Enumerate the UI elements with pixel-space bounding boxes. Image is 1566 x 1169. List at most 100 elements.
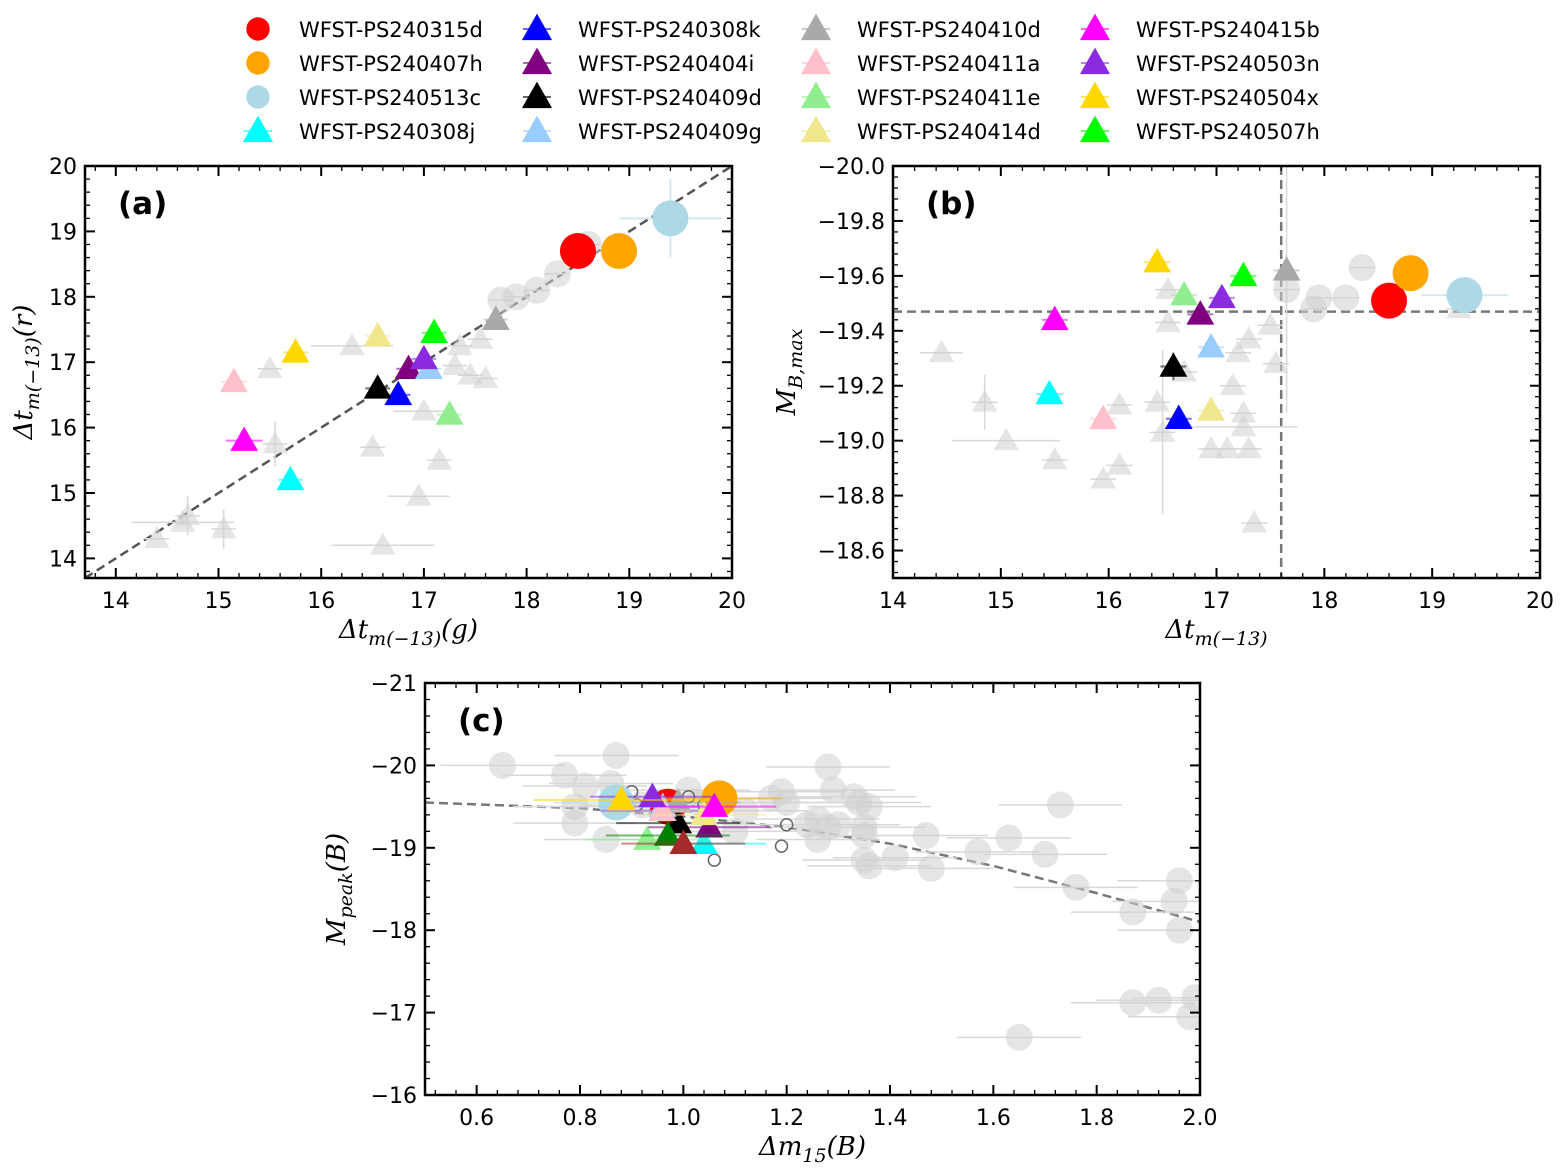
label-subscript: m(−13): [22, 337, 44, 410]
background-marker: [1005, 1023, 1033, 1051]
background-marker: [1214, 435, 1241, 459]
legend-marker: [242, 115, 274, 143]
background-point: [1257, 312, 1284, 335]
point-marker: [1207, 283, 1236, 309]
highlighted-point: [1186, 300, 1215, 325]
legend-marker: [1079, 13, 1111, 41]
y-axis-label: MB,max​: [772, 328, 807, 416]
x-tick-label: 15: [205, 589, 233, 614]
background-marker: [489, 751, 516, 779]
point-marker: [409, 344, 438, 370]
highlighted-point: [1040, 305, 1069, 331]
background-point: [1219, 372, 1246, 396]
point-marker: [1371, 282, 1408, 319]
y-tick-label: 17: [49, 351, 77, 376]
background-marker: [1305, 284, 1333, 312]
point-marker: [559, 233, 596, 270]
background-point: [766, 753, 890, 781]
background-marker: [370, 532, 396, 555]
label-part: (B): [322, 833, 352, 872]
x-tick-label: 15: [987, 589, 1015, 614]
background-point: [144, 525, 170, 549]
background-point: [1090, 466, 1117, 489]
label-subscript: m(−13): [368, 628, 441, 650]
background-point: [1214, 435, 1241, 459]
background-marker: [257, 355, 283, 379]
legend-label: WFST-PS240414d: [857, 120, 1041, 144]
background-point: [1070, 989, 1195, 1017]
x-tick-label: 1.6: [976, 1106, 1011, 1131]
panel-tag: (a): [118, 186, 167, 222]
legend-entry: WFST-PS240507h: [1079, 115, 1320, 144]
background-marker: [1155, 276, 1181, 300]
background-point: [919, 339, 964, 363]
highlighted-point: [1197, 333, 1226, 358]
background-point: [998, 791, 1123, 819]
background-point: [1041, 446, 1068, 470]
open-circle-point: [707, 853, 722, 867]
highlighted-point: [225, 426, 263, 451]
point-marker: [384, 380, 413, 406]
background-point: [946, 824, 1071, 852]
background-point: [1117, 916, 1200, 944]
x-tick-label: 16: [307, 589, 335, 614]
background-point: [983, 840, 1107, 868]
legend-label: WFST-PS240411e: [857, 86, 1040, 110]
point-marker: [1446, 277, 1483, 314]
point-marker: [1197, 396, 1226, 421]
background-marker: [1348, 254, 1376, 282]
y-tick-label: −16: [371, 1084, 417, 1109]
background-marker: [1332, 284, 1360, 312]
point-marker: [1392, 255, 1429, 292]
y-tick-label: −19.8: [818, 210, 885, 235]
y-tick-label: 18: [49, 286, 77, 311]
legend-entry: WFST-PS240414d: [800, 115, 1041, 144]
legend-marker: [800, 115, 832, 143]
highlighted-point: [601, 233, 638, 270]
legend-marker: [246, 17, 270, 41]
background-marker: [339, 332, 365, 356]
legend-marker: [1079, 115, 1111, 143]
background-marker: [472, 365, 499, 388]
legend-marker: [800, 13, 832, 41]
x-axis-label: Δtm(−13)​: [1164, 615, 1267, 650]
point-marker: [1035, 379, 1064, 405]
background-marker: [1031, 840, 1059, 868]
x-tick-label: 1.0: [666, 1106, 701, 1131]
panel-tag: (b): [926, 186, 977, 222]
background-marker: [731, 797, 759, 825]
background-point: [1348, 254, 1376, 282]
legend-label: WFST-PS240504x: [1136, 86, 1319, 110]
background-point: [502, 283, 530, 311]
point-marker: [276, 465, 305, 491]
background-marker: [467, 326, 494, 349]
background-marker: [1106, 452, 1133, 475]
x-tick-label: 19: [615, 589, 643, 614]
legend-entry: WFST-PS240415b: [1079, 13, 1320, 42]
background-point: [1155, 309, 1181, 332]
background-point: [447, 332, 473, 356]
y-tick-label: −19: [371, 837, 417, 862]
background-marker: [1219, 372, 1246, 396]
background-point: [426, 447, 453, 470]
highlighted-point: [363, 321, 392, 347]
highlighted-point: [1229, 261, 1258, 287]
legend-label: WFST-PS240415b: [1136, 18, 1320, 42]
panel-a: 14 15 16 17 18 19 20 14 15 16 17 18 19 20 (a) Δtm(−13)​…: [9, 155, 746, 650]
axes-frame: [83, 164, 734, 580]
y-tick-label: −19.4: [818, 320, 885, 345]
point-marker: [653, 821, 682, 846]
legend-label: WFST-PS240315d: [299, 18, 483, 42]
background-point: [467, 326, 494, 349]
highlighted-point: [1159, 352, 1188, 381]
background-point: [776, 811, 901, 839]
point-marker: [363, 374, 392, 399]
background-marker: [174, 502, 201, 526]
y-axis-label: Δtm(−13)​(r): [9, 305, 44, 441]
background-point: [952, 427, 1061, 451]
point-marker: [230, 426, 259, 451]
highlighted-point: [276, 465, 305, 491]
point-marker: [1089, 404, 1118, 429]
background-marker: [543, 260, 571, 288]
legend-entry: WFST-PS240315d: [246, 17, 483, 42]
